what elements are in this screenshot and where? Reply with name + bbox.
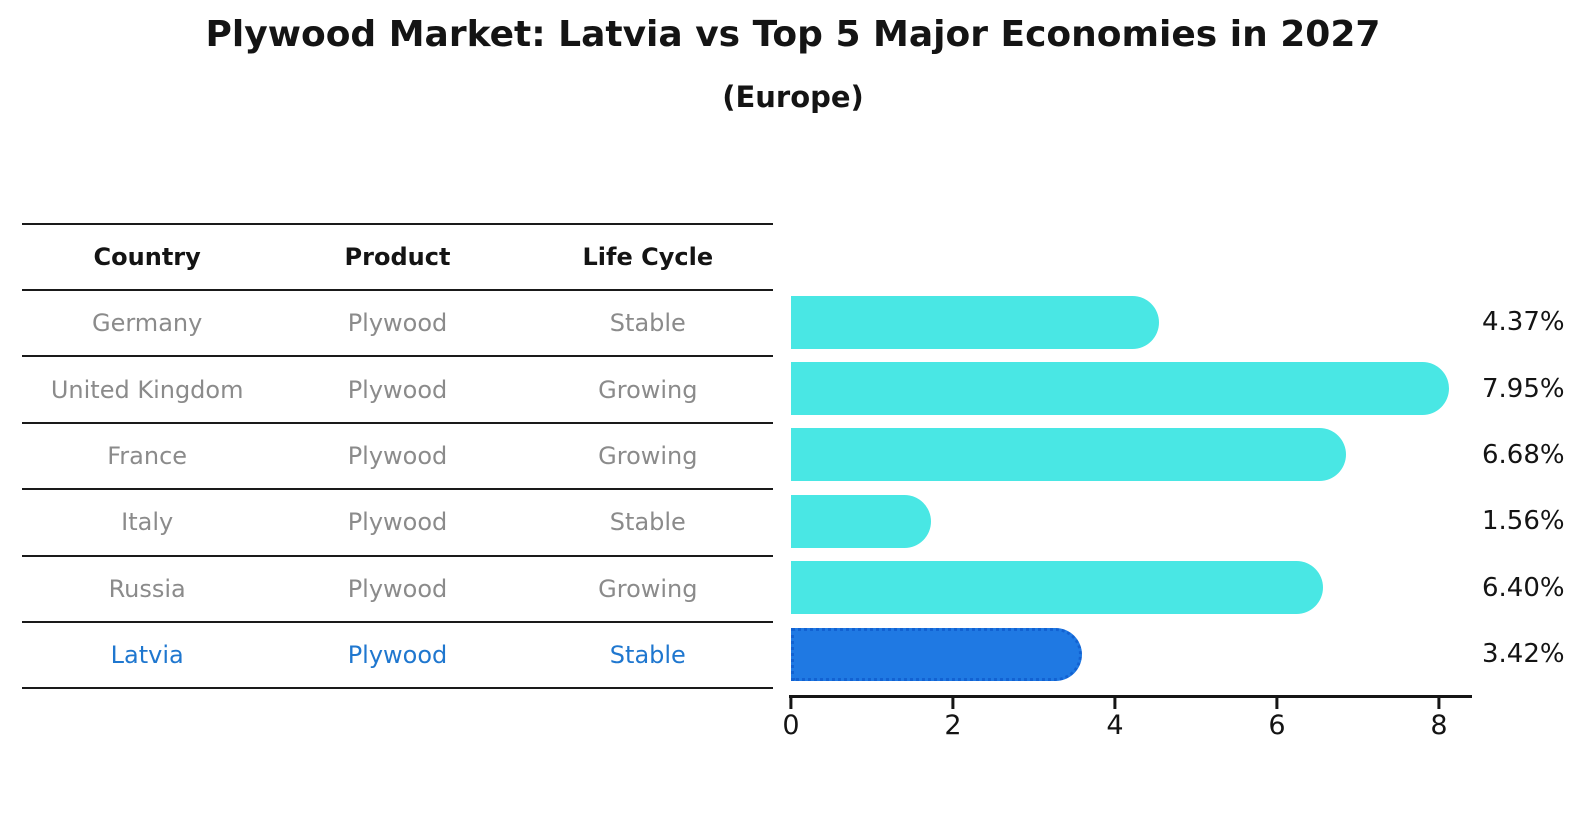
tick-mark: [951, 698, 955, 709]
value-label-latvia: 3.42%: [1482, 639, 1565, 670]
bar-united-kingdom: [791, 362, 1449, 416]
tick-mark: [1437, 698, 1441, 709]
table-row-italy: Italy Plywood Stable: [22, 490, 773, 557]
bar-latvia: [791, 627, 1083, 681]
life-cycle-cell: Stable: [609, 641, 686, 670]
tick-label: 2: [944, 710, 962, 741]
tick-label: 8: [1430, 710, 1448, 741]
product-cell: Plywood: [347, 375, 448, 404]
product-cell: Plywood: [347, 508, 448, 537]
x-tick-8: 8: [1430, 698, 1448, 741]
country-table: Country Product Life Cycle Germany Plywo…: [22, 223, 773, 690]
bar-italy: [791, 494, 932, 548]
value-label-france: 6.68%: [1482, 439, 1565, 470]
life-cycle-cell: Growing: [598, 375, 698, 404]
value-labels: 4.37% 7.95% 6.68% 1.56% 6.40% 3.42%: [1482, 289, 1586, 688]
tick-mark: [789, 698, 793, 709]
tick-label: 6: [1268, 710, 1286, 741]
tick-mark: [1113, 698, 1117, 709]
bar-plot-area: [791, 289, 1491, 688]
country-cell: Germany: [92, 309, 203, 338]
x-axis-ticks: 0 2 4 6 8: [782, 698, 1474, 758]
tick-label: 4: [1106, 710, 1124, 741]
table-header-row: Country Product Life Cycle: [22, 225, 773, 291]
x-axis-line: [789, 695, 1472, 698]
x-tick-2: 2: [944, 698, 962, 741]
column-header-country: Country: [93, 243, 201, 271]
bar-germany: [791, 295, 1159, 349]
value-label-germany: 4.37%: [1482, 307, 1565, 338]
x-tick-6: 6: [1268, 698, 1286, 741]
country-cell: Italy: [121, 508, 174, 537]
table-row-russia: Russia Plywood Growing: [22, 557, 773, 623]
product-cell: Plywood: [347, 641, 448, 670]
chart-title: Plywood Market: Latvia vs Top 5 Major Ec…: [205, 14, 1381, 55]
x-tick-0: 0: [782, 698, 800, 741]
table-row-united-kingdom: United Kingdom Plywood Growing: [22, 357, 773, 424]
x-tick-4: 4: [1106, 698, 1124, 741]
tick-mark: [1275, 698, 1279, 709]
tick-label: 0: [782, 710, 800, 741]
country-cell: France: [107, 441, 188, 470]
value-label-russia: 6.40%: [1482, 572, 1565, 603]
life-cycle-cell: Stable: [609, 309, 686, 338]
life-cycle-cell: Stable: [609, 508, 686, 537]
bar-russia: [791, 561, 1324, 615]
product-cell: Plywood: [347, 574, 448, 603]
column-header-life-cycle: Life Cycle: [582, 243, 714, 271]
table-row-germany: Germany Plywood Stable: [22, 291, 773, 358]
bar-france: [791, 428, 1347, 482]
product-cell: Plywood: [347, 441, 448, 470]
country-cell: United Kingdom: [50, 375, 244, 404]
country-cell: Russia: [108, 574, 186, 603]
life-cycle-cell: Growing: [598, 441, 698, 470]
value-label-united-kingdom: 7.95%: [1482, 373, 1565, 404]
value-label-italy: 1.56%: [1482, 506, 1565, 537]
table-row-france: France Plywood Growing: [22, 424, 773, 491]
product-cell: Plywood: [347, 309, 448, 338]
column-header-product: Product: [344, 243, 451, 271]
table-row-latvia: Latvia Plywood Stable: [22, 623, 773, 690]
chart-subtitle: (Europe): [722, 80, 864, 114]
country-cell: Latvia: [110, 641, 184, 670]
life-cycle-cell: Growing: [598, 574, 698, 603]
